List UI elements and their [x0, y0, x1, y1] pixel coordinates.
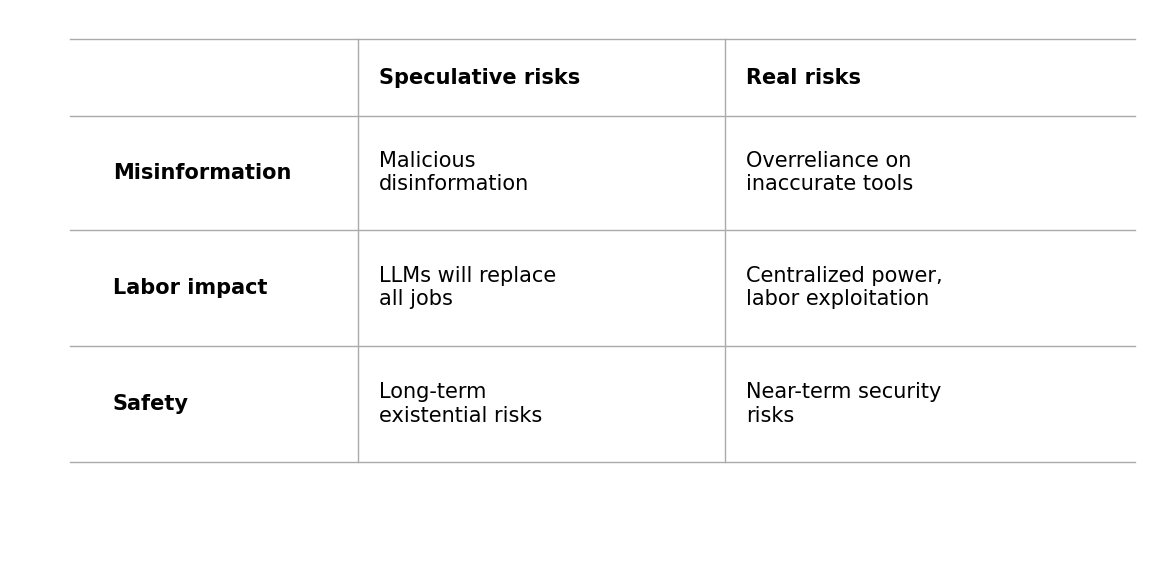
Text: Misinformation: Misinformation	[112, 163, 291, 183]
Text: Labor impact: Labor impact	[112, 278, 267, 298]
Text: LLMs will replace
all jobs: LLMs will replace all jobs	[379, 266, 556, 310]
Text: Safety: Safety	[112, 394, 188, 414]
Text: Overreliance on
inaccurate tools: Overreliance on inaccurate tools	[746, 151, 914, 194]
Text: Speculative risks: Speculative risks	[379, 67, 580, 88]
Text: Near-term security
risks: Near-term security risks	[746, 383, 942, 425]
Text: Malicious
disinformation: Malicious disinformation	[379, 151, 529, 194]
Text: Centralized power,
labor exploitation: Centralized power, labor exploitation	[746, 266, 943, 310]
Text: Long-term
existential risks: Long-term existential risks	[379, 383, 542, 425]
Text: Real risks: Real risks	[746, 67, 861, 88]
